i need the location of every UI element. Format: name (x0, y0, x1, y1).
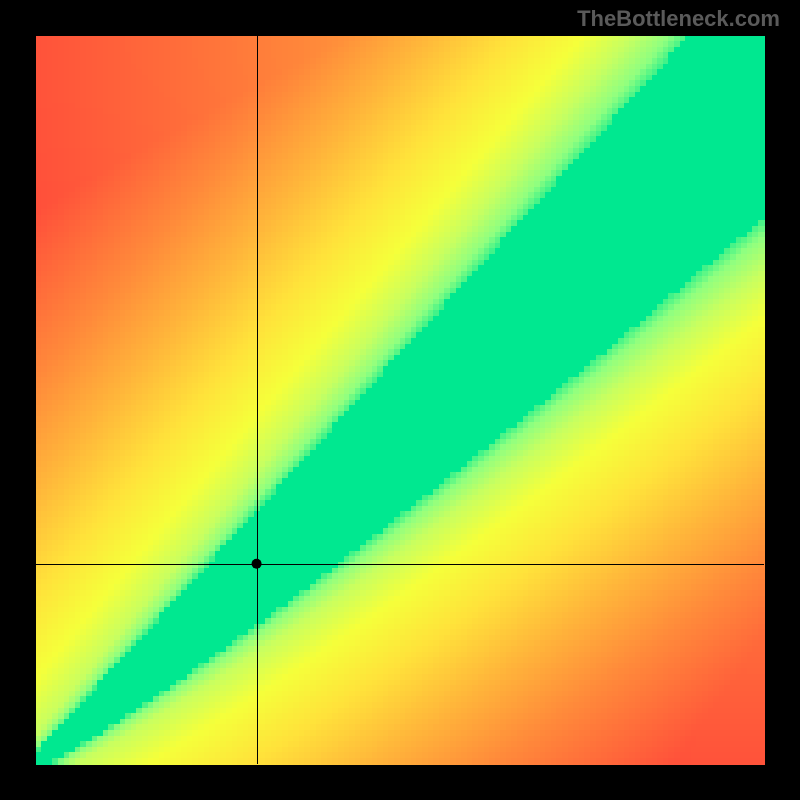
heatmap-canvas (0, 0, 800, 800)
watermark-text: TheBottleneck.com (577, 6, 780, 32)
heatmap-chart (0, 0, 800, 800)
